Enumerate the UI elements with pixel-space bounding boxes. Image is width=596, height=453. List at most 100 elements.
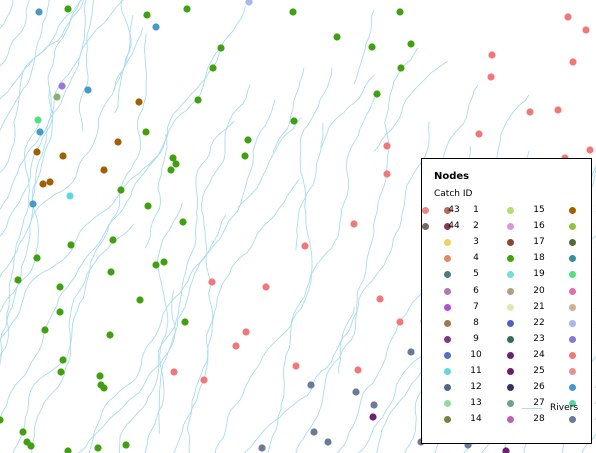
legend-swatch bbox=[507, 255, 514, 263]
river-line bbox=[114, 0, 132, 114]
legend-item: 28 bbox=[507, 414, 559, 426]
legend-label: 9 bbox=[473, 333, 479, 344]
river-line bbox=[144, 202, 183, 453]
legend-item: 21 bbox=[507, 302, 559, 314]
node-point bbox=[333, 33, 341, 41]
node-point bbox=[350, 220, 358, 228]
legend-swatch bbox=[422, 207, 429, 214]
legend-swatch bbox=[507, 368, 514, 375]
legend-label: 44 bbox=[448, 221, 460, 232]
legend-item: 35 bbox=[569, 302, 596, 314]
node-point bbox=[53, 93, 61, 101]
node-point bbox=[569, 58, 577, 66]
legend-swatch bbox=[569, 303, 576, 311]
river-line bbox=[272, 68, 305, 153]
node-point bbox=[397, 64, 405, 72]
legend-label: 4 bbox=[473, 253, 479, 264]
river-line bbox=[237, 117, 302, 208]
legend-label: 42 bbox=[589, 414, 596, 424]
node-point bbox=[179, 218, 187, 226]
legend-swatch bbox=[507, 400, 514, 408]
legend-item: 6 bbox=[444, 286, 496, 298]
legend-swatch bbox=[444, 368, 451, 375]
legend-rivers-label: Rivers bbox=[550, 403, 579, 413]
legend-swatch bbox=[507, 223, 514, 231]
node-point bbox=[136, 296, 144, 304]
river-line bbox=[0, 0, 82, 211]
legend-item: 10 bbox=[444, 350, 496, 362]
node-point bbox=[352, 388, 360, 396]
node-point bbox=[67, 241, 75, 249]
legend-label: 7 bbox=[473, 301, 479, 312]
node-point bbox=[84, 86, 92, 94]
river-line bbox=[267, 96, 376, 453]
river-line bbox=[295, 122, 324, 251]
legend-label: 5 bbox=[473, 269, 479, 280]
node-point bbox=[369, 413, 377, 421]
river-line bbox=[214, 67, 333, 453]
legend-label: 3 bbox=[473, 237, 479, 248]
node-point bbox=[368, 43, 376, 51]
legend-label: 20 bbox=[533, 285, 545, 296]
river-line bbox=[0, 0, 124, 237]
legend-swatch bbox=[569, 368, 576, 375]
legend-label: 28 bbox=[533, 414, 545, 425]
river-line bbox=[0, 0, 82, 100]
legend-item: 36 bbox=[569, 318, 596, 330]
legend-swatch bbox=[444, 319, 451, 327]
legend-label: 35 bbox=[589, 302, 596, 312]
river-line bbox=[0, 0, 85, 173]
node-point bbox=[96, 372, 104, 380]
legend-label: 25 bbox=[533, 366, 545, 376]
node-point bbox=[19, 428, 27, 436]
node-point bbox=[354, 366, 362, 374]
legend-swatch bbox=[507, 351, 514, 359]
legend-item: 2 bbox=[444, 221, 496, 233]
node-point bbox=[407, 40, 415, 48]
node-point bbox=[396, 318, 404, 326]
legend-swatch bbox=[444, 303, 451, 311]
node-point bbox=[35, 8, 43, 16]
river-line bbox=[113, 27, 144, 92]
river-line bbox=[31, 223, 135, 453]
legend-swatch bbox=[444, 223, 451, 231]
node-point bbox=[58, 82, 66, 90]
node-point bbox=[383, 170, 391, 178]
node-point bbox=[209, 64, 217, 72]
node-point bbox=[383, 142, 391, 150]
river-line bbox=[244, 121, 430, 453]
legend-item: 38 bbox=[569, 350, 596, 362]
legend-label: 18 bbox=[533, 253, 545, 264]
node-point bbox=[586, 146, 594, 154]
node-point bbox=[46, 178, 54, 186]
node-point bbox=[33, 148, 41, 156]
node-point bbox=[56, 283, 64, 291]
node-point bbox=[169, 154, 177, 162]
node-point bbox=[106, 331, 114, 339]
legend-label: 2 bbox=[473, 221, 479, 232]
node-point bbox=[373, 90, 381, 98]
legend-swatch bbox=[569, 287, 576, 295]
node-point bbox=[152, 23, 160, 31]
legend-label: 17 bbox=[533, 237, 545, 248]
node-point bbox=[0, 416, 4, 424]
legend-swatch bbox=[444, 287, 451, 295]
legend-item: 11 bbox=[444, 366, 496, 378]
node-point bbox=[582, 26, 590, 34]
legend-title: Nodes bbox=[434, 171, 470, 182]
node-point bbox=[33, 254, 41, 262]
legend-swatch bbox=[444, 271, 451, 279]
node-point bbox=[307, 381, 315, 389]
legend-swatch bbox=[444, 400, 451, 408]
legend-item: 42 bbox=[569, 414, 596, 426]
node-point bbox=[56, 308, 64, 316]
legend-subtitle: Catch ID bbox=[434, 189, 473, 199]
node-point bbox=[181, 318, 189, 326]
node-point bbox=[66, 192, 74, 200]
node-point bbox=[135, 98, 143, 106]
legend-item: 1 bbox=[444, 205, 496, 217]
legend-label: 1 bbox=[473, 205, 479, 215]
node-point bbox=[57, 368, 65, 376]
node-point bbox=[245, 0, 253, 6]
legend-swatch bbox=[444, 351, 451, 359]
